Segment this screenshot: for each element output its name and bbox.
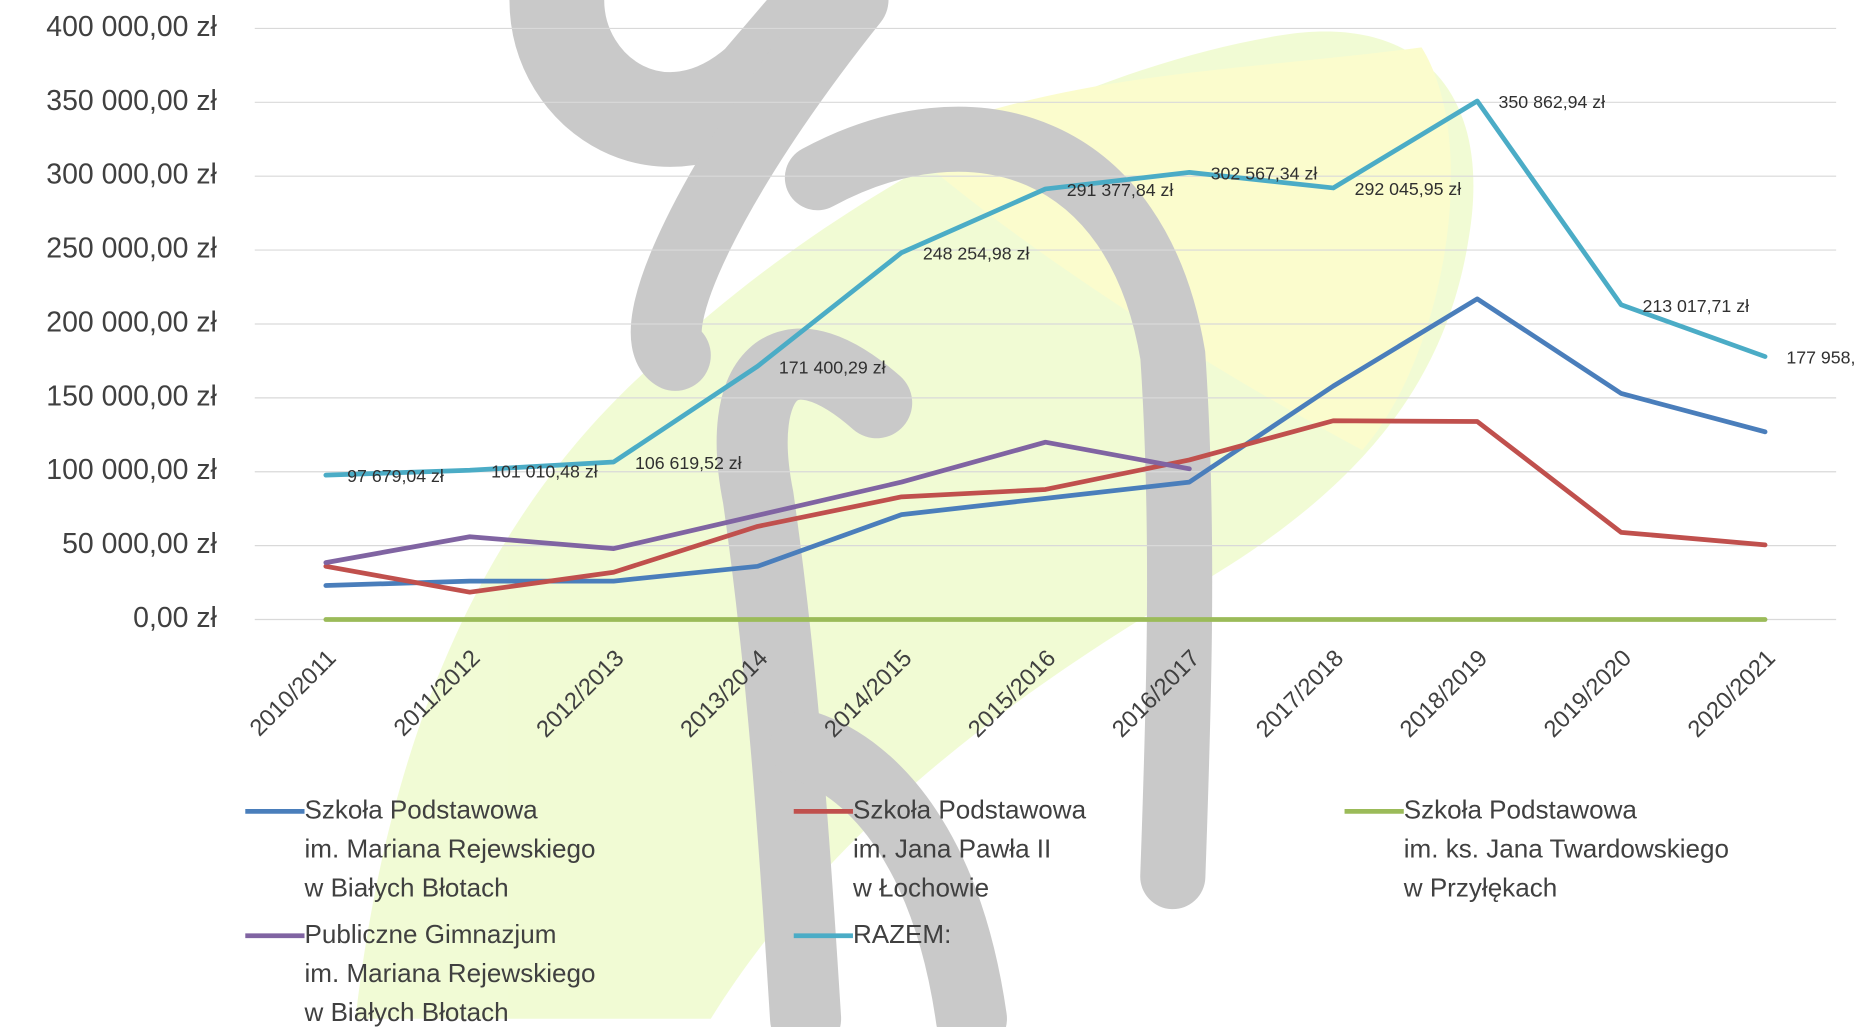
legend-label: Szkoła Podstawowa im. Mariana Rejewskiego…	[304, 794, 596, 902]
series-line	[323, 418, 1768, 595]
watermark-stroke	[630, 0, 889, 391]
data-label: 302 567,34 zł	[1211, 163, 1318, 183]
legend-label-line: im. Jana Pawła II	[853, 833, 1051, 863]
y-tick-label: 400 000,00 zł	[46, 11, 217, 43]
legend-label-line: w Przyłękach	[1403, 872, 1557, 902]
x-tick-label: 2010/2011	[245, 645, 341, 741]
legend-label-line: im. Mariana Rejewskiego	[305, 958, 596, 988]
data-label: 292 045,95 zł	[1355, 179, 1462, 199]
y-tick-label: 100 000,00 zł	[46, 454, 217, 486]
data-label: 213 017,71 zł	[1642, 296, 1749, 316]
legend-label-line: Szkoła Podstawowa	[853, 794, 1087, 824]
series-line	[323, 439, 1192, 565]
legend-label: RAZEM:	[853, 919, 951, 949]
legend-label-line: Szkoła Podstawowa	[305, 794, 539, 824]
y-tick-label: 50 000,00 zł	[62, 528, 217, 560]
watermark-stroke	[716, 328, 913, 1027]
data-label: 350 862,94 zł	[1499, 92, 1606, 112]
y-tick-label: 150 000,00 zł	[46, 380, 217, 412]
legend-label-line: RAZEM:	[853, 919, 951, 949]
data-label: 101 010,48 zł	[491, 461, 598, 481]
legend-label: Publiczne Gimnazjum im. Mariana Rejewskie…	[304, 919, 596, 1027]
watermark	[355, 0, 1474, 1027]
legend-label-line: w Białych Błotach	[304, 997, 509, 1027]
x-tick-label: 2018/2019	[1395, 645, 1493, 743]
x-tick-label: 2017/2018	[1252, 645, 1350, 743]
legend-label-line: w Łochowie	[852, 872, 989, 902]
data-label: 291 377,84 zł	[1067, 180, 1174, 200]
legend-label: Szkoła Podstawowa im. ks. Jana Twardowski…	[1403, 794, 1729, 902]
legend-label-line: Publiczne Gimnazjum	[305, 919, 557, 949]
data-label: 106 619,52 zł	[635, 453, 742, 473]
legend-label: Szkoła Podstawowa im. Jana Pawła II w Łoch…	[852, 794, 1087, 902]
x-tick-label: 2020/2021	[1683, 645, 1781, 743]
y-tick-label: 350 000,00 zł	[46, 85, 217, 117]
series-line	[323, 98, 1768, 478]
legend-label-line: w Białych Błotach	[304, 872, 509, 902]
legend-label-line: Szkoła Podstawowa	[1404, 794, 1638, 824]
y-tick-label: 250 000,00 zł	[46, 233, 217, 265]
x-tick-label: 2019/2020	[1539, 645, 1637, 743]
data-label: 97 679,04 zł	[347, 466, 444, 486]
legend-label-line: im. Mariana Rejewskiego	[305, 833, 596, 863]
y-tick-label: 300 000,00 zł	[46, 159, 217, 191]
y-tick-label: 0,00 zł	[133, 602, 217, 634]
data-label: 177 958,01 zł	[1786, 348, 1854, 368]
data-label: 171 400,29 zł	[779, 357, 886, 377]
watermark-stroke	[770, 710, 1007, 1027]
y-tick-label: 200 000,00 zł	[46, 306, 217, 338]
legend-label-line: im. ks. Jana Twardowskiego	[1404, 833, 1729, 863]
watermark-stroke	[509, 0, 877, 167]
watermark-stroke	[784, 106, 1213, 910]
data-label: 248 254,98 zł	[923, 244, 1030, 264]
